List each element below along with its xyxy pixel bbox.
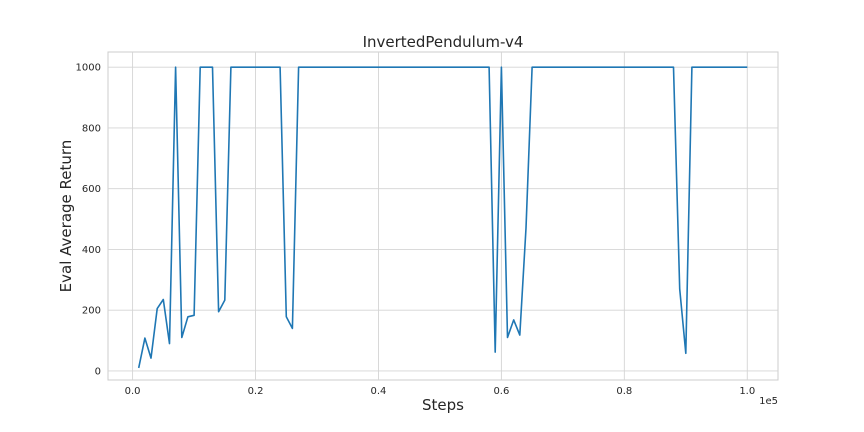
x-tick-label: 0.6 (493, 386, 509, 397)
y-tick-labels: 0 200 400 600 800 1000 (76, 63, 101, 378)
x-tick-label: 1.0 (739, 386, 755, 397)
series-line (137, 66, 748, 369)
y-tick-label: 200 (82, 306, 101, 317)
x-tick-labels: 0.0 0.2 0.4 0.6 0.8 1.0 (125, 386, 756, 397)
x-axis-label: Steps (422, 396, 464, 414)
chart-title: InvertedPendulum-v4 (363, 33, 524, 51)
y-axis-label: Eval Average Return (57, 140, 75, 293)
y-tick-label: 600 (82, 184, 101, 195)
y-tick-label: 400 (82, 245, 101, 256)
x-offset-label: 1e5 (759, 396, 778, 407)
x-tick-label: 0.2 (248, 386, 264, 397)
x-tick-label: 0.4 (371, 386, 387, 397)
y-tick-label: 1000 (76, 63, 101, 74)
y-tick-label: 800 (82, 123, 101, 134)
series-group (137, 66, 748, 369)
x-tick-label: 0.0 (125, 386, 141, 397)
grid (108, 52, 778, 380)
x-tick-label: 0.8 (616, 386, 632, 397)
y-tick-label: 0 (95, 366, 101, 377)
plot-area (107, 51, 779, 381)
